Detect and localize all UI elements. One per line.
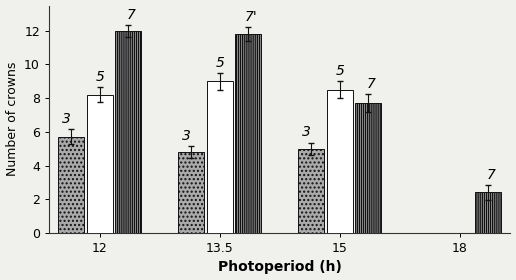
Text: 3: 3 [302, 125, 311, 139]
Bar [235, 34, 261, 233]
Bar [207, 81, 233, 233]
Text: 7': 7' [245, 10, 257, 24]
Text: 3: 3 [182, 129, 191, 143]
Text: 7: 7 [127, 8, 136, 22]
Text: 3: 3 [62, 112, 71, 126]
Bar [298, 149, 324, 233]
X-axis label: Photoperiod (h): Photoperiod (h) [218, 260, 342, 274]
Bar [116, 31, 141, 233]
Bar [178, 152, 204, 233]
Text: 7: 7 [367, 77, 376, 91]
Bar [475, 192, 501, 233]
Bar [58, 137, 84, 233]
Bar [87, 95, 112, 233]
Text: 7: 7 [487, 167, 495, 181]
Text: 5: 5 [95, 70, 104, 84]
Bar [356, 103, 381, 233]
Text: 5: 5 [335, 64, 344, 78]
Y-axis label: Number of crowns: Number of crowns [6, 62, 19, 176]
Bar [327, 90, 352, 233]
Text: 5: 5 [215, 55, 224, 69]
